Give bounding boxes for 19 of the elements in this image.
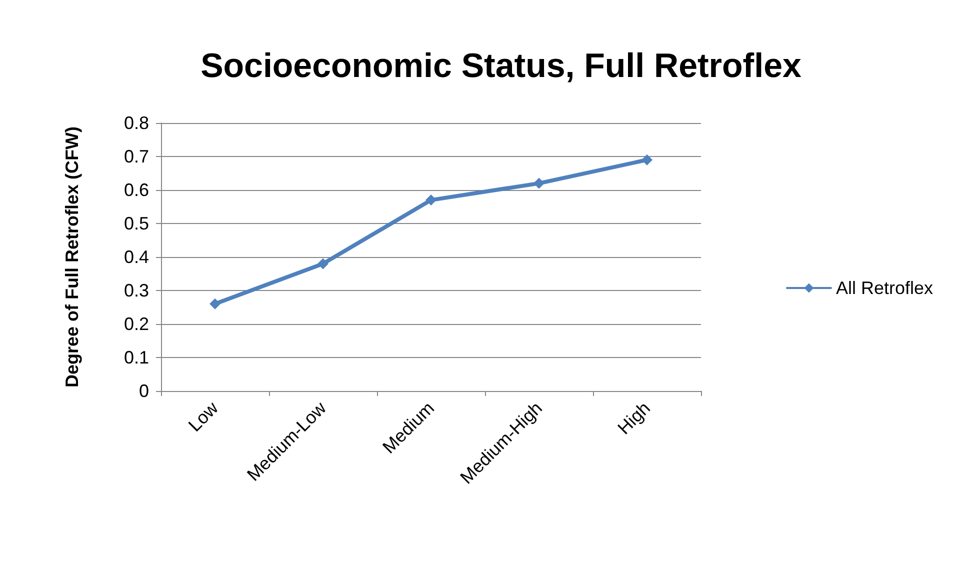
x-tick-label: Low — [184, 397, 223, 436]
y-tick-label: 0.3 — [124, 280, 149, 300]
point — [426, 194, 436, 206]
legend-label: All Retroflex — [836, 278, 933, 298]
point — [318, 258, 328, 270]
y-axis-title: Degree of Full Retroflex (CFW) — [62, 126, 82, 388]
y-tick-label: 0.1 — [124, 348, 149, 368]
point — [642, 154, 652, 166]
y-tick-label: 0.5 — [124, 214, 149, 234]
y-tick-label: 0.6 — [124, 180, 149, 200]
point — [534, 178, 544, 189]
x-tick-label: High — [614, 398, 654, 438]
y-tick-label: 0.7 — [124, 146, 149, 166]
y-tick-label: 0.2 — [124, 314, 149, 334]
point — [210, 298, 220, 310]
y-tick-label: 0.4 — [124, 247, 149, 267]
chart-title: Socioeconomic Status, Full Retroflex — [200, 47, 802, 85]
y-tick-label: 0.8 — [124, 113, 149, 133]
y-tick-label: 0 — [138, 381, 149, 401]
